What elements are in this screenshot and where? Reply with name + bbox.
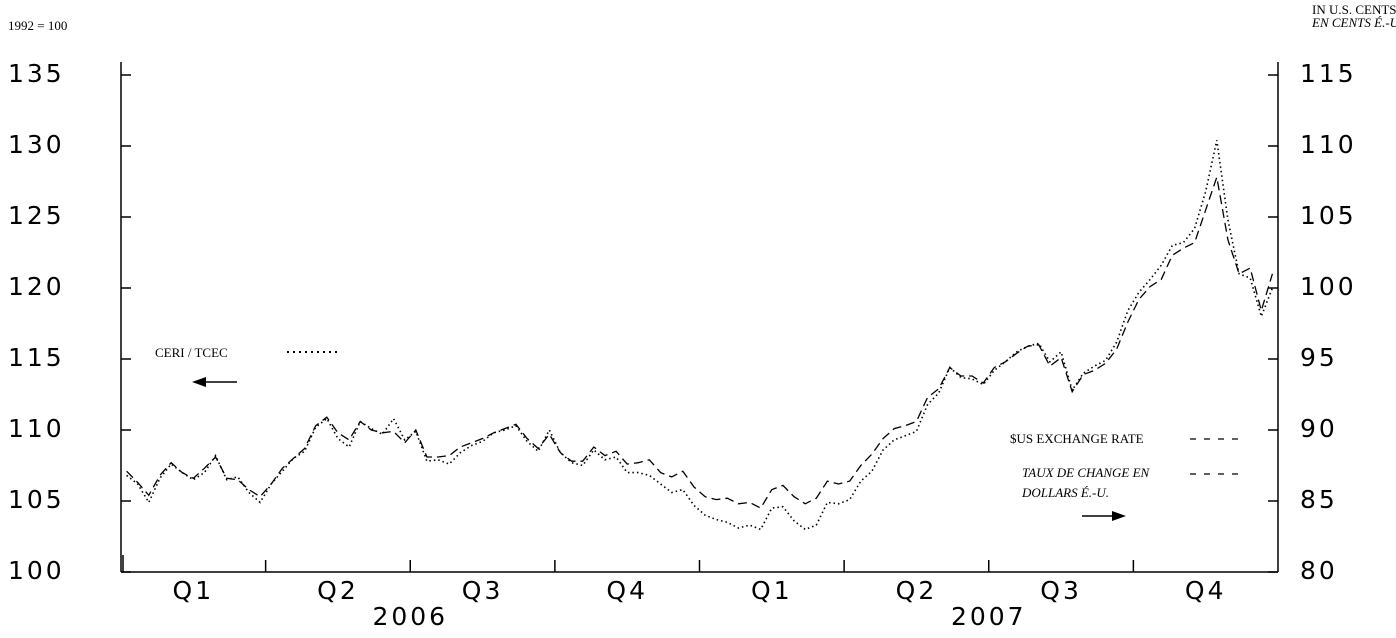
y-axis-label: 1992 = 100 xyxy=(8,18,67,33)
arrow-head xyxy=(1112,511,1126,521)
y-tick-label: 100 xyxy=(8,556,65,585)
y2-tick-label: 100 xyxy=(1300,272,1357,301)
x-group-label: 2007 xyxy=(951,602,1027,631)
y2-tick-label: 115 xyxy=(1300,59,1357,88)
x-group-label: 2006 xyxy=(372,602,448,631)
y2-tick-label: 95 xyxy=(1300,343,1338,372)
legend-label: DOLLARS É.-U. xyxy=(1021,485,1109,500)
legend-label: $US EXCHANGE RATE xyxy=(1010,431,1144,446)
x-tick-label: Q3 xyxy=(462,576,504,605)
y-tick-label: 120 xyxy=(8,272,65,301)
x-tick-label: Q1 xyxy=(173,576,215,605)
y-tick-label: 135 xyxy=(8,59,65,88)
series-line xyxy=(126,140,1274,531)
y-tick-label: 110 xyxy=(8,414,65,443)
y2-tick-label: 90 xyxy=(1300,414,1338,443)
x-tick-label: Q1 xyxy=(751,576,793,605)
y2-axis-label: EN CENTS É.-U. xyxy=(1311,15,1396,30)
x-tick-label: Q2 xyxy=(317,576,359,605)
x-tick-label: Q3 xyxy=(1040,576,1082,605)
legend-label: TAUX DE CHANGE EN xyxy=(1022,465,1151,480)
y2-axis-label: IN U.S. CENTS xyxy=(1312,2,1396,17)
legend-label: CERI / TCEC xyxy=(155,345,228,360)
y-tick-label: 130 xyxy=(8,130,65,159)
y2-tick-label: 80 xyxy=(1300,556,1338,585)
x-tick-label: Q4 xyxy=(606,576,648,605)
series-line xyxy=(126,176,1274,509)
y-tick-label: 125 xyxy=(8,201,65,230)
y2-tick-label: 110 xyxy=(1300,130,1357,159)
y2-tick-label: 105 xyxy=(1300,201,1357,230)
y-tick-label: 105 xyxy=(8,485,65,514)
y2-tick-label: 85 xyxy=(1300,485,1338,514)
x-tick-label: Q2 xyxy=(896,576,938,605)
x-tick-label: Q4 xyxy=(1185,576,1227,605)
arrow-head xyxy=(192,377,206,387)
y-tick-label: 115 xyxy=(8,343,65,372)
